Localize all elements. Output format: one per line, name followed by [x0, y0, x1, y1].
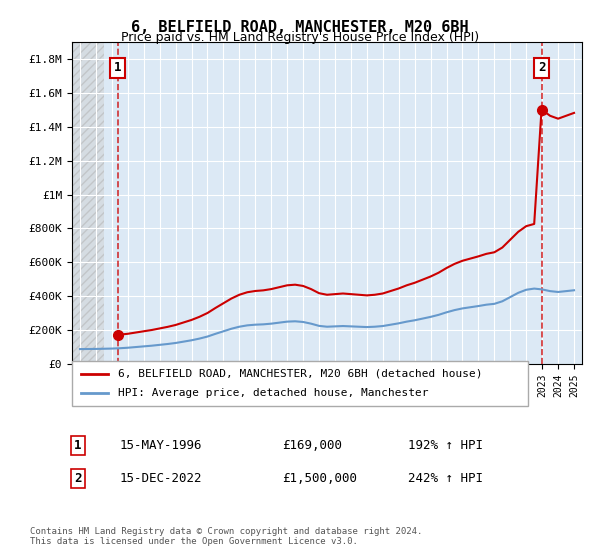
Text: 242% ↑ HPI: 242% ↑ HPI [408, 472, 483, 486]
Text: 15-DEC-2022: 15-DEC-2022 [120, 472, 203, 486]
Text: 6, BELFIELD ROAD, MANCHESTER, M20 6BH (detached house): 6, BELFIELD ROAD, MANCHESTER, M20 6BH (d… [118, 368, 482, 379]
FancyBboxPatch shape [72, 361, 528, 406]
Text: 2: 2 [538, 61, 545, 74]
Text: HPI: Average price, detached house, Manchester: HPI: Average price, detached house, Manc… [118, 389, 428, 399]
Text: £1,500,000: £1,500,000 [282, 472, 357, 486]
Text: £169,000: £169,000 [282, 438, 342, 452]
Text: Price paid vs. HM Land Registry's House Price Index (HPI): Price paid vs. HM Land Registry's House … [121, 31, 479, 44]
Text: 1: 1 [74, 438, 82, 452]
Text: Contains HM Land Registry data © Crown copyright and database right 2024.
This d: Contains HM Land Registry data © Crown c… [30, 526, 422, 546]
Text: 1: 1 [114, 61, 121, 74]
Text: 15-MAY-1996: 15-MAY-1996 [120, 438, 203, 452]
Text: 2: 2 [74, 472, 82, 486]
Text: 6, BELFIELD ROAD, MANCHESTER, M20 6BH: 6, BELFIELD ROAD, MANCHESTER, M20 6BH [131, 20, 469, 35]
Text: 192% ↑ HPI: 192% ↑ HPI [408, 438, 483, 452]
Bar [72, 42, 104, 364]
